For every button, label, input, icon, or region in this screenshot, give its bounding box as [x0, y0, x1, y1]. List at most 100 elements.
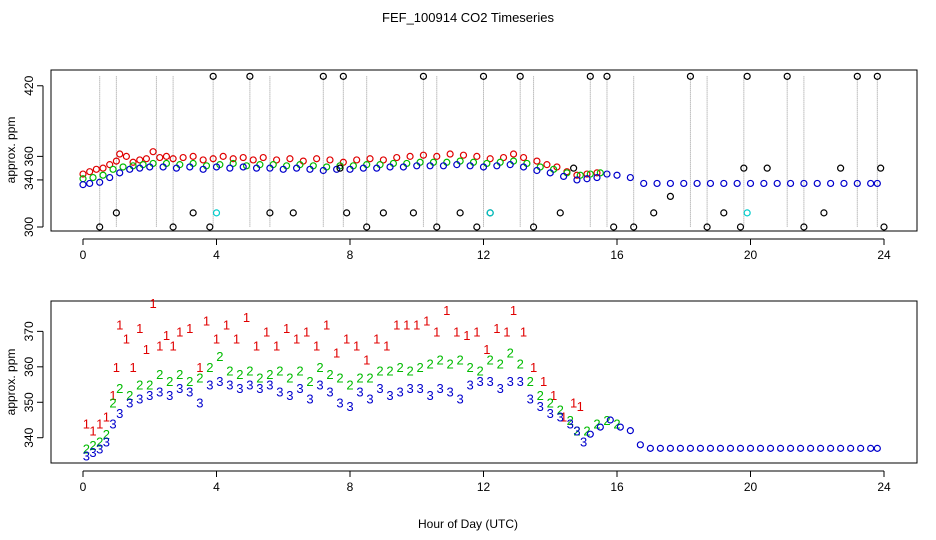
data-point-label: 2 [296, 363, 303, 378]
data-point [239, 163, 247, 171]
data-point [456, 209, 464, 217]
data-point [162, 159, 171, 168]
data-point-label: 1 [113, 360, 120, 375]
data-point [496, 158, 504, 166]
data-point [156, 153, 164, 162]
y-tick-label: 360 [22, 356, 36, 376]
data-point [176, 161, 184, 169]
data-point [626, 427, 634, 435]
data-point [706, 444, 715, 452]
data-point-label: 3 [136, 392, 143, 407]
data-point [149, 159, 157, 168]
data-point-label: 3 [366, 392, 373, 407]
data-point [79, 181, 87, 189]
data-point-label: 1 [393, 317, 400, 332]
data-point-label: 2 [573, 424, 580, 439]
data-point-label: 2 [613, 417, 620, 432]
data-point [202, 162, 211, 170]
y-axis-label-top: approx. ppm [4, 117, 18, 184]
data-point-label: 1 [463, 328, 470, 343]
data-point-label: 1 [303, 324, 310, 339]
data-point [630, 223, 638, 231]
data-point [126, 165, 134, 173]
data-point-label: 3 [567, 417, 574, 432]
data-point [129, 158, 137, 166]
data-point [389, 159, 397, 168]
data-point-label: 1 [123, 331, 130, 346]
data-point-label: 3 [467, 378, 474, 393]
data-point-label: 3 [256, 381, 263, 396]
data-point-label: 3 [376, 381, 383, 396]
data-point-label: 1 [89, 424, 96, 439]
data-point [333, 165, 341, 173]
data-point [169, 155, 177, 163]
data-point [119, 163, 127, 171]
data-point [413, 162, 421, 170]
data-point-label: 2 [396, 360, 403, 375]
x-axis-label: Hour of Day (UTC) [418, 517, 518, 531]
data-point [419, 72, 428, 80]
data-point-label: 3 [276, 385, 283, 400]
data-point [756, 444, 765, 452]
data-point [319, 72, 327, 80]
data-point [800, 179, 808, 188]
data-point [680, 179, 688, 188]
data-point [763, 164, 771, 172]
data-point-label: 1 [163, 328, 170, 343]
data-point-label: 3 [547, 406, 554, 421]
data-point-label: 2 [507, 346, 514, 361]
data-point [796, 444, 805, 452]
data-point [89, 173, 97, 182]
data-point-label: 2 [306, 374, 313, 389]
data-point [646, 444, 654, 452]
data-point-label: 2 [266, 367, 273, 382]
data-point [616, 423, 624, 431]
x-tick-label: 0 [80, 480, 87, 494]
data-point [266, 164, 274, 172]
data-point [873, 444, 881, 452]
x-tick-label: 20 [744, 248, 758, 262]
data-point [293, 164, 301, 172]
y-tick-label: 300 [22, 217, 36, 237]
data-point [279, 165, 287, 173]
data-point-label: 1 [283, 321, 290, 336]
data-point [816, 444, 825, 452]
y-tick-label: 370 [22, 321, 36, 341]
data-point-label: 3 [286, 388, 293, 403]
data-point [666, 444, 675, 452]
data-point [79, 170, 87, 178]
data-point [446, 150, 454, 158]
data-point-label: 2 [256, 370, 263, 385]
data-point [406, 152, 414, 160]
data-point [479, 72, 488, 80]
data-point-label: 2 [406, 363, 413, 378]
data-point-label: 3 [336, 395, 343, 410]
data-point [736, 223, 745, 231]
data-point-label: 1 [423, 314, 430, 329]
data-point [112, 157, 120, 165]
data-point [282, 162, 291, 170]
data-point-label: 2 [557, 402, 564, 417]
data-point [533, 157, 541, 165]
data-point [509, 157, 518, 165]
data-point [296, 161, 304, 169]
data-point-label: 3 [487, 374, 494, 389]
x-tick-label: 16 [610, 480, 624, 494]
data-point [483, 159, 491, 168]
data-point-label: 3 [296, 381, 303, 396]
data-point [703, 223, 711, 231]
data-point [212, 209, 221, 217]
data-point [570, 164, 578, 172]
x-tick-label: 4 [213, 248, 220, 262]
data-point [516, 72, 524, 80]
data-point [686, 72, 695, 80]
x-tick-label: 12 [477, 480, 491, 494]
data-point-label: 2 [467, 360, 474, 375]
data-point-label: 1 [373, 331, 380, 346]
data-point [149, 148, 157, 156]
data-point [716, 444, 725, 452]
data-point [523, 159, 531, 168]
data-point [760, 179, 768, 188]
data-point-label: 1 [403, 317, 410, 332]
